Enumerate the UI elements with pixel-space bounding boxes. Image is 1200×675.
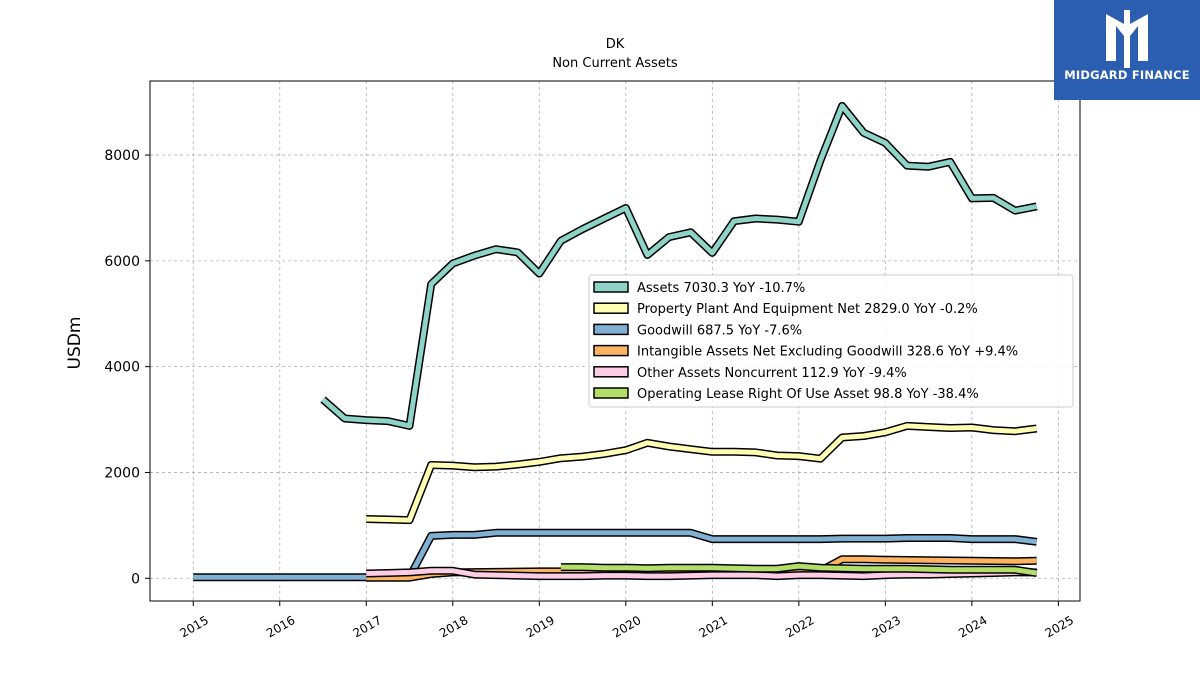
- y-tick-label: 0: [131, 571, 140, 587]
- series-core: [366, 568, 1037, 579]
- y-tick-label: 8000: [104, 148, 140, 164]
- legend-swatch: [593, 323, 629, 336]
- legend-label: Other Assets Noncurrent 112.9 YoY -9.4%: [637, 366, 907, 381]
- legend-swatch: [593, 366, 629, 378]
- plot-frame: [149, 80, 1081, 602]
- legend-swatch: [593, 302, 629, 314]
- series-core: [321, 103, 1038, 429]
- legend-label: Property Plant And Equipment Net 2829.0 …: [637, 302, 978, 317]
- legend-label: Assets 7030.3 YoY -10.7%: [637, 281, 805, 296]
- chart-subtitle: Non Current Assets: [552, 56, 678, 71]
- y-axis-label: USDm: [65, 317, 85, 370]
- legend-label: Operating Lease Right Of Use Asset 98.8 …: [637, 387, 979, 402]
- legend-label: Goodwill 687.5 YoY -7.6%: [637, 323, 802, 338]
- x-tick-label: 2022: [783, 613, 816, 640]
- legend-box: [588, 274, 1074, 408]
- x-tick-label: 2015: [178, 613, 211, 640]
- brand-mark-icon: [1106, 10, 1148, 68]
- x-tick-label: 2023: [870, 613, 903, 640]
- legend-label: Intangible Assets Net Excluding Goodwill…: [637, 345, 1018, 360]
- legend-swatch: [593, 281, 629, 293]
- series-line-5: [560, 562, 1038, 577]
- x-tick-label: 2019: [524, 613, 557, 640]
- x-tick-label: 2016: [264, 613, 297, 640]
- legend-swatch: [593, 387, 629, 399]
- y-tick-label: 4000: [104, 360, 140, 376]
- x-tick-label: 2025: [1043, 613, 1076, 640]
- series-core: [560, 563, 1038, 576]
- series-line-1: [366, 421, 1038, 525]
- x-tick-label: 2018: [437, 613, 470, 640]
- series-core: [366, 423, 1038, 523]
- x-tick-label: 2024: [956, 613, 989, 640]
- x-tick-label: 2020: [610, 613, 643, 640]
- series-outline: [366, 421, 1038, 525]
- chart-title: DK: [606, 37, 625, 52]
- brand-name: MIDGARD FINANCE: [1064, 68, 1190, 82]
- series-line-0: [320, 101, 1038, 430]
- series-layer: [193, 101, 1038, 582]
- y-tick-label: 2000: [104, 465, 140, 481]
- brand-logo: MIDGARD FINANCE: [1054, 0, 1200, 100]
- x-tick-label: 2017: [351, 613, 384, 640]
- y-tick-label: 6000: [104, 254, 140, 270]
- series-line-4: [366, 566, 1037, 581]
- legend: Assets 7030.3 YoY -10.7% Property Plant A…: [588, 274, 1074, 408]
- x-tick-label: 2021: [697, 613, 730, 640]
- legend-swatch: [593, 344, 629, 357]
